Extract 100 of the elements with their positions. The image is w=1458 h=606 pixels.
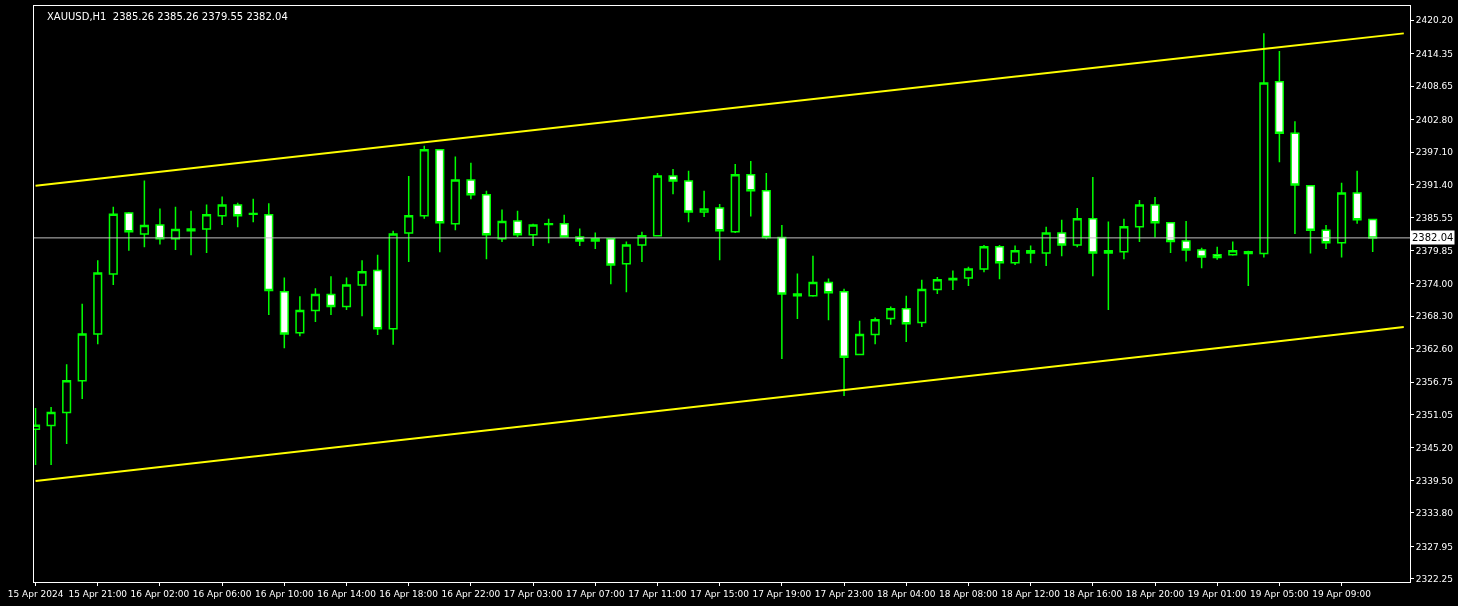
candlestick bbox=[62, 363, 72, 445]
x-tick-label: 18 Apr 12:00 bbox=[1001, 588, 1061, 599]
x-tick-label: 19 Apr 09:00 bbox=[1312, 588, 1372, 599]
x-tick-label: 19 Apr 05:00 bbox=[1250, 588, 1310, 599]
candlestick bbox=[1259, 32, 1269, 259]
candlestick bbox=[823, 277, 834, 321]
y-tick-label: 2379.85 bbox=[1415, 245, 1454, 256]
x-tick-label: 18 Apr 20:00 bbox=[1125, 588, 1185, 599]
candlestick bbox=[855, 320, 865, 356]
candlestick bbox=[1197, 247, 1207, 270]
candlestick bbox=[715, 203, 725, 262]
candlestick bbox=[155, 207, 165, 246]
y-tick-label: 2327.95 bbox=[1415, 541, 1454, 552]
candlestick bbox=[341, 276, 352, 311]
y-tick-label: 2391.40 bbox=[1415, 179, 1454, 190]
candlestick bbox=[963, 265, 973, 287]
candlestick bbox=[1290, 120, 1300, 235]
candlestick bbox=[388, 229, 398, 346]
x-tick-label: 17 Apr 15:00 bbox=[690, 588, 750, 599]
candlestick bbox=[1150, 196, 1160, 239]
y-tick-label: 2402.80 bbox=[1415, 114, 1454, 125]
candlestick bbox=[932, 276, 942, 295]
candlestick bbox=[497, 208, 507, 243]
candlestick bbox=[917, 278, 927, 328]
candlestick bbox=[684, 170, 694, 223]
candlestick bbox=[808, 255, 818, 298]
candlestick bbox=[1228, 240, 1238, 257]
text: XAUUSD,H1 2385.26 2385.26 2379.55 2382.04 bbox=[47, 11, 288, 22]
candlestick bbox=[233, 202, 243, 229]
candlestick bbox=[1026, 244, 1036, 264]
candlestick bbox=[512, 209, 523, 238]
candlestick bbox=[761, 172, 771, 240]
x-tick-label: 17 Apr 23:00 bbox=[814, 588, 874, 599]
candlestick bbox=[466, 162, 476, 201]
candlestick bbox=[1243, 249, 1253, 287]
y-tick-label: 2368.30 bbox=[1415, 311, 1454, 322]
y-tick-label: 2322.25 bbox=[1415, 574, 1454, 585]
candlestick bbox=[948, 269, 958, 291]
x-tick-label: 18 Apr 16:00 bbox=[1063, 588, 1123, 599]
candlestick bbox=[699, 190, 709, 218]
candlestick bbox=[746, 160, 756, 218]
candlestick bbox=[606, 237, 616, 286]
candlestick bbox=[792, 272, 802, 320]
candlestick bbox=[1368, 218, 1378, 253]
candlestick bbox=[979, 244, 989, 274]
candlestick bbox=[1119, 217, 1129, 260]
candlestick bbox=[124, 211, 134, 252]
y-tick-label: 2362.60 bbox=[1415, 343, 1454, 354]
candlestick bbox=[279, 276, 289, 349]
x-tick-label: 16 Apr 06:00 bbox=[192, 588, 252, 599]
candlestick bbox=[1212, 245, 1222, 261]
candlestick bbox=[435, 148, 445, 254]
candlestick bbox=[217, 195, 227, 226]
candlestick bbox=[559, 213, 569, 238]
candlestick bbox=[1103, 220, 1113, 311]
y-tick-label: 2356.75 bbox=[1415, 377, 1454, 388]
y-tick-label: 2408.65 bbox=[1415, 81, 1454, 92]
candlestick bbox=[886, 305, 896, 326]
candlestick bbox=[357, 259, 367, 317]
y-tick-label: 2397.10 bbox=[1415, 147, 1454, 158]
x-tick-label: 18 Apr 04:00 bbox=[876, 588, 936, 599]
x-tick-label: 17 Apr 03:00 bbox=[503, 588, 563, 599]
y-tick-label: 2339.50 bbox=[1415, 475, 1454, 486]
x-tick-label: 19 Apr 01:00 bbox=[1187, 588, 1247, 599]
candlestick bbox=[901, 294, 911, 343]
candlestick bbox=[839, 288, 849, 397]
x-tick-label: 16 Apr 18:00 bbox=[379, 588, 439, 599]
candlestick bbox=[1305, 184, 1316, 255]
candlestick bbox=[1134, 199, 1145, 243]
candlestick bbox=[295, 295, 305, 337]
x-tick-label: 16 Apr 02:00 bbox=[130, 588, 190, 599]
y-tick-label: 2385.55 bbox=[1415, 213, 1454, 224]
candlestick bbox=[1010, 244, 1020, 266]
candlestick bbox=[450, 155, 460, 231]
candlestick bbox=[1072, 207, 1082, 248]
candlestick bbox=[1088, 176, 1098, 278]
y-tick-label: 2414.35 bbox=[1415, 48, 1454, 59]
candlestick bbox=[310, 287, 320, 323]
candlestick bbox=[777, 224, 787, 360]
candlestick bbox=[404, 175, 414, 263]
candlestick bbox=[373, 253, 383, 336]
ref-line-label: 2382.04 bbox=[1412, 232, 1454, 243]
y-tick-label: 2351.05 bbox=[1415, 409, 1454, 420]
y-tick-label: 2374.00 bbox=[1415, 278, 1454, 289]
candlestick bbox=[108, 205, 118, 286]
candlestick bbox=[668, 168, 678, 195]
candlestick bbox=[544, 217, 554, 244]
y-tick-label: 2345.20 bbox=[1415, 443, 1454, 454]
candlestick bbox=[1041, 225, 1051, 267]
x-tick-label: 16 Apr 14:00 bbox=[317, 588, 377, 599]
x-tick-label: 17 Apr 07:00 bbox=[565, 588, 625, 599]
candlestick bbox=[652, 172, 663, 238]
x-tick-label: 17 Apr 11:00 bbox=[628, 588, 688, 599]
candlestick bbox=[264, 202, 274, 316]
y-tick-label: 2420.20 bbox=[1415, 15, 1454, 26]
candlestick bbox=[730, 163, 740, 234]
candlestick bbox=[621, 240, 631, 294]
candlestick bbox=[46, 406, 56, 466]
x-tick-label: 17 Apr 19:00 bbox=[752, 588, 812, 599]
x-tick-label: 18 Apr 08:00 bbox=[939, 588, 999, 599]
